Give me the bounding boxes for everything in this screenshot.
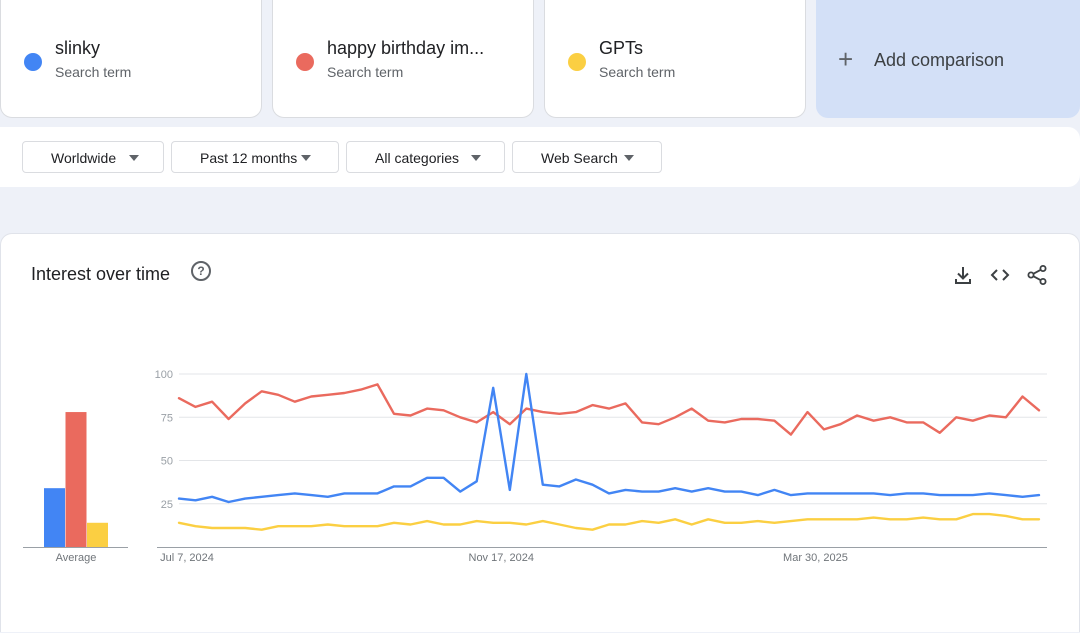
x-tick-label: Jul 7, 2024 — [160, 552, 214, 564]
plus-icon: + — [838, 44, 854, 74]
series-color-dot — [24, 53, 42, 71]
chevron-down-icon — [624, 155, 634, 161]
search-term-card-gpts[interactable]: GPTs Search term — [544, 0, 806, 118]
help-icon[interactable]: ? — [191, 261, 211, 281]
search-term-type: Search term — [55, 64, 132, 80]
panel-title: Interest over time — [31, 264, 171, 284]
series-line-1 — [177, 383, 1041, 436]
y-tick-label: 75 — [161, 412, 173, 424]
filter-label: All categories — [375, 150, 460, 166]
series-color-dot — [296, 53, 314, 71]
interest-chart: Average 100 75 50 25 Jul 7, 2024 Nov 17, 2024… — [23, 369, 1047, 564]
chevron-down-icon — [471, 155, 481, 161]
y-tick-label: 50 — [161, 456, 173, 468]
average-bar-3 — [87, 522, 108, 547]
add-comparison-button[interactable]: + Add comparison — [816, 0, 1080, 118]
x-tick-label: Mar 30, 2025 — [783, 552, 848, 564]
search-term-card-slinky[interactable]: slinky Search term — [0, 0, 262, 118]
series-line-2 — [177, 372, 1041, 504]
y-tick-label: 100 — [155, 369, 173, 381]
filter-label: Worldwide — [51, 150, 117, 166]
average-label: Average — [56, 552, 97, 564]
filter-label: Web Search — [541, 150, 618, 166]
filter-search-type-dropdown[interactable]: Web Search — [512, 141, 662, 173]
average-bar-chart: Average — [23, 412, 128, 564]
interest-line-chart: 100 75 50 25 Jul 7, 2024 Nov 17, 2024 Mar 30, … — [155, 369, 1047, 564]
share-icon[interactable] — [1026, 264, 1048, 286]
search-term-card-happy-birthday[interactable]: happy birthday im... Search term — [272, 0, 534, 118]
filter-time-range-dropdown[interactable]: Past 12 months — [171, 141, 339, 173]
chevron-down-icon — [129, 155, 139, 161]
x-tick-label: Nov 17, 2024 — [469, 552, 534, 564]
search-term-name: GPTs — [599, 38, 644, 58]
search-term-type: Search term — [599, 64, 676, 80]
chevron-down-icon — [301, 155, 311, 161]
search-term-name: slinky — [55, 38, 101, 58]
search-term-name: happy birthday im... — [327, 38, 485, 58]
search-term-type: Search term — [327, 64, 404, 80]
series-color-dot — [568, 53, 586, 71]
average-bar-1 — [44, 488, 65, 547]
filter-category-dropdown[interactable]: All categories — [346, 141, 505, 173]
embed-code-icon[interactable] — [989, 264, 1011, 286]
y-tick-label: 25 — [161, 499, 173, 511]
add-comparison-label: Add comparison — [874, 50, 1005, 70]
average-bar-2 — [65, 412, 87, 547]
filter-region-dropdown[interactable]: Worldwide — [22, 141, 164, 173]
download-icon[interactable] — [952, 264, 974, 286]
filter-label: Past 12 months — [200, 150, 298, 166]
search-terms-bar: slinky Search term happy birthday im... … — [0, 0, 1080, 120]
filter-bar: Worldwide Past 12 months All categories … — [0, 127, 1080, 187]
series-line-3 — [177, 512, 1041, 531]
interest-over-time-panel: Interest over time ? Average 100 75 50 25 Ju… — [0, 233, 1080, 632]
